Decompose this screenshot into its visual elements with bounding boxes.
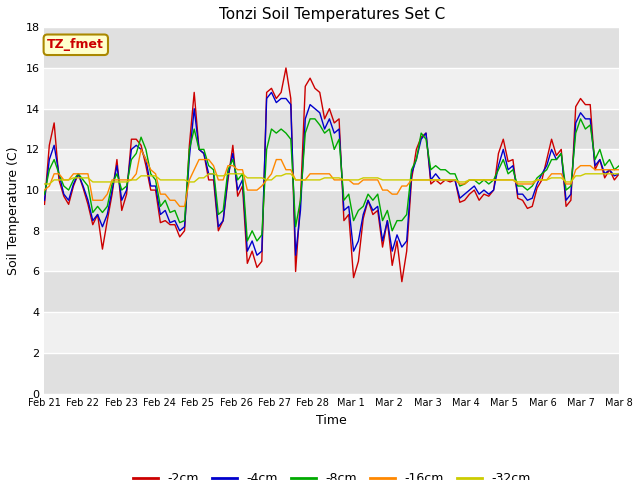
Bar <box>45 108 619 149</box>
Text: TZ_fmet: TZ_fmet <box>47 38 104 51</box>
Y-axis label: Soil Temperature (C): Soil Temperature (C) <box>7 146 20 275</box>
Bar <box>45 149 619 190</box>
Title: Tonzi Soil Temperatures Set C: Tonzi Soil Temperatures Set C <box>219 7 445 22</box>
Bar <box>45 231 619 272</box>
Bar <box>45 272 619 312</box>
Bar <box>45 27 619 68</box>
Bar <box>45 353 619 394</box>
Bar <box>45 190 619 231</box>
Legend: -2cm, -4cm, -8cm, -16cm, -32cm: -2cm, -4cm, -8cm, -16cm, -32cm <box>127 467 536 480</box>
Bar <box>45 68 619 108</box>
X-axis label: Time: Time <box>316 414 348 427</box>
Bar <box>45 312 619 353</box>
